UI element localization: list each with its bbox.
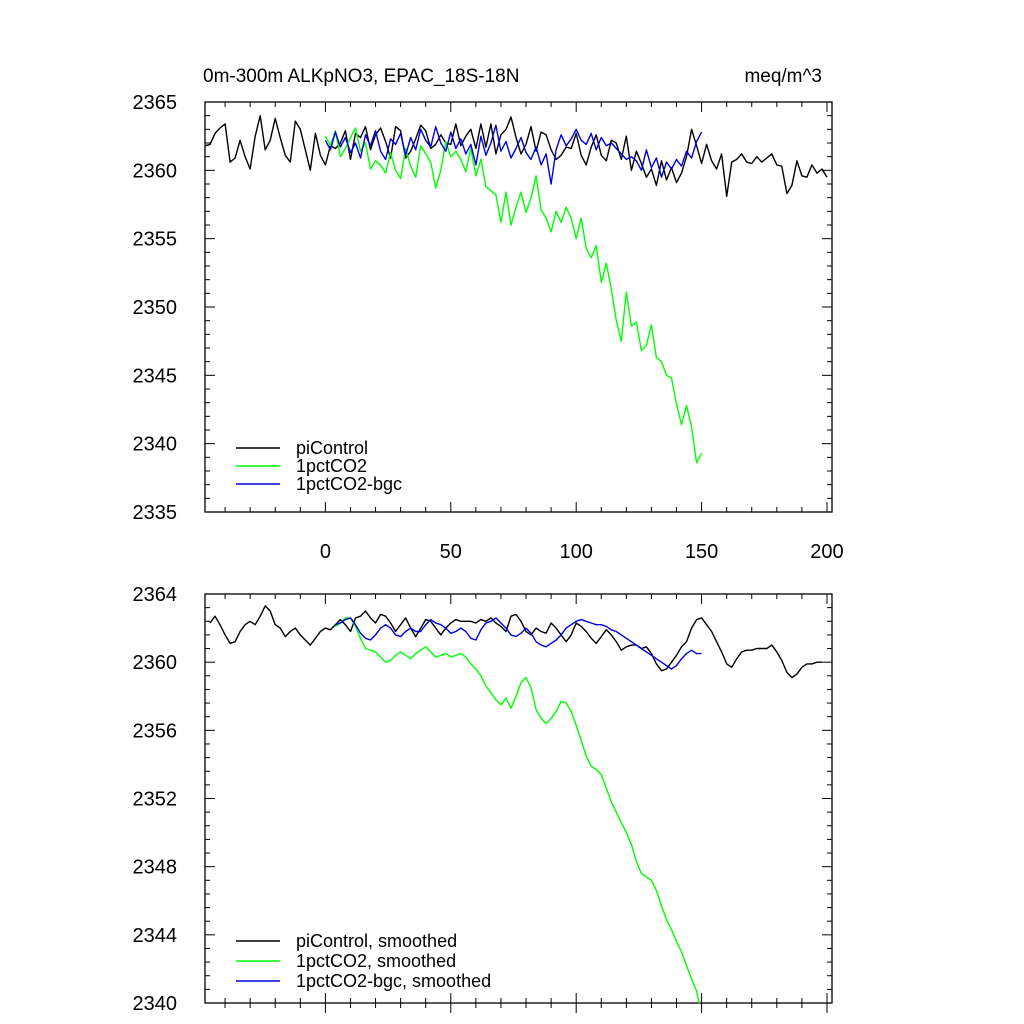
legend-label: 1pctCO2, smoothed	[296, 951, 456, 971]
series-line-picontrol	[205, 114, 828, 198]
chart-units: meq/m^3	[744, 66, 822, 87]
series-line-1pctco2-bgc-smoothed	[335, 617, 702, 670]
legend-label: 1pctCO2-bgc	[296, 474, 402, 494]
chart-title: 0m-300m ALKpNO3, EPAC_18S-18N	[203, 66, 519, 87]
x-tick-label: 50	[440, 541, 462, 563]
x-tick-label: 150	[685, 541, 718, 563]
y-tick-label: 2350	[133, 297, 178, 319]
legend-label: piControl, smoothed	[296, 931, 457, 951]
series-line-picontrol-smoothed	[209, 605, 822, 679]
series-line-1pctco2	[324, 127, 703, 464]
y-tick-label: 2355	[133, 229, 178, 251]
x-tick-label: 100	[559, 541, 592, 563]
top-panel: 2335 2340 2345 2350 2355 2360 2365 0 50 100 150 200…	[133, 92, 844, 563]
series-line-1pctco2-smoothed	[335, 617, 700, 1003]
y-tick-label: 2364	[133, 584, 178, 606]
y-tick-label: 2365	[133, 92, 178, 114]
legend-label: 1pctCO2	[296, 456, 367, 476]
series-line-1pctco2-bgc	[324, 124, 703, 185]
bottom-panel: 2340 2344 2348 2352 2356 2360 2364 piControl, s…	[133, 584, 833, 1015]
y-tick-label: 2360	[133, 160, 178, 182]
x-tick-label: 0	[320, 541, 331, 563]
legend-label: piControl	[296, 438, 368, 458]
y-tick-label: 2345	[133, 365, 178, 387]
y-tick-label: 2352	[133, 789, 178, 811]
y-tick-label: 2360	[133, 652, 178, 674]
y-tick-label: 2340	[133, 993, 178, 1015]
y-tick-label: 2344	[133, 925, 178, 947]
y-tick-label: 2348	[133, 857, 178, 879]
y-tick-label: 2340	[133, 434, 178, 456]
y-tick-label: 2335	[133, 502, 178, 524]
y-tick-label: 2356	[133, 720, 178, 742]
legend-label: 1pctCO2-bgc, smoothed	[296, 971, 491, 991]
x-tick-label: 200	[810, 541, 843, 563]
